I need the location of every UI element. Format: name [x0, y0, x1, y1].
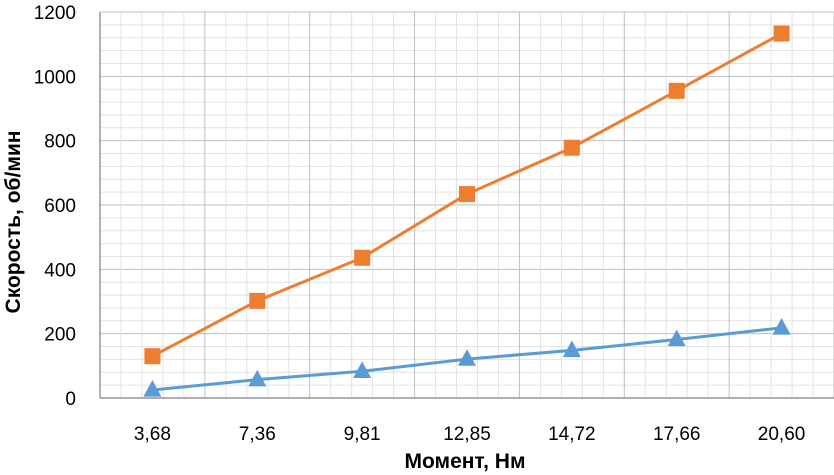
x-tick-label: 14,72	[548, 424, 596, 445]
y-axis-title: Скорость, об/мин	[2, 131, 25, 314]
y-tick-label: 800	[44, 132, 76, 153]
data-point-triangle	[143, 380, 162, 397]
x-tick-label: 7,36	[239, 424, 276, 445]
tick-labels: 0 200 400 600 800 1000 1200 3,68 7,36 9,81 12,85 14…	[34, 3, 806, 445]
data-point-square	[459, 186, 475, 203]
gridlines	[99, 11, 834, 398]
data-point-square	[773, 25, 790, 42]
y-tick-label: 400	[44, 260, 76, 281]
x-tick-label: 9,81	[344, 424, 381, 445]
data-point-triangle	[458, 349, 476, 366]
series-1	[144, 25, 790, 365]
y-tick-label: 0	[65, 389, 76, 410]
data-point-triangle	[772, 317, 791, 335]
data-point-triangle	[353, 361, 372, 379]
x-axis-title: Момент, Нм	[404, 450, 525, 473]
data-point-triangle	[248, 369, 267, 387]
y-tick-label: 1000	[34, 67, 76, 88]
data-point-square	[563, 139, 580, 156]
x-tick-label: 3,68	[134, 424, 171, 445]
y-tick-label: 200	[44, 325, 76, 346]
axes	[99, 12, 834, 399]
data-point-triangle	[667, 329, 686, 347]
data-point-square	[668, 82, 685, 99]
x-tick-label: 17,66	[653, 424, 701, 445]
series-2	[143, 317, 791, 397]
y-tick-label: 600	[44, 196, 76, 217]
series-layer	[143, 25, 791, 397]
y-tick-label: 1200	[34, 3, 76, 24]
data-point-triangle	[562, 340, 581, 358]
data-point-square	[144, 348, 161, 365]
x-tick-label: 20,60	[758, 424, 806, 445]
x-tick-label: 12,85	[443, 424, 491, 445]
data-point-square	[249, 292, 266, 309]
data-point-square	[354, 249, 371, 266]
